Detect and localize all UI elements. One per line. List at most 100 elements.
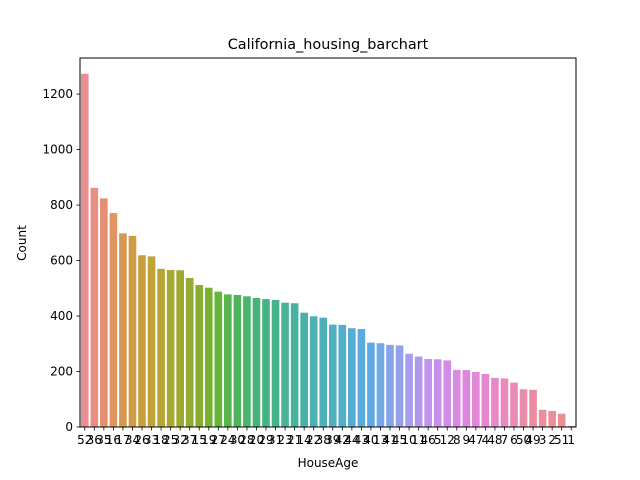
x-tick-label: 27 xyxy=(211,433,226,447)
bar-42 xyxy=(338,324,347,427)
x-tick-label: 7 xyxy=(501,433,509,447)
x-tick-label: 3 xyxy=(539,433,547,447)
x-tick-label: 11 xyxy=(411,433,426,447)
x-tick-label: 17 xyxy=(115,433,130,447)
x-tick-label: 32 xyxy=(173,433,188,447)
x-tick-label: 26 xyxy=(134,433,149,447)
x-tick-label: 40 xyxy=(363,433,378,447)
x-tick-label: 21 xyxy=(287,433,302,447)
bar-43 xyxy=(357,329,366,427)
bar-41 xyxy=(386,344,394,427)
bar-11 xyxy=(414,356,423,427)
bar-32 xyxy=(176,270,184,427)
bar-38 xyxy=(319,317,328,427)
y-tick-label: 0 xyxy=(65,420,73,434)
x-tick-label: 52 xyxy=(77,433,92,447)
bar-48 xyxy=(491,377,499,427)
bar-17 xyxy=(119,233,127,427)
bars-group xyxy=(80,73,576,427)
bar-35 xyxy=(100,198,108,427)
y-tick-label: 200 xyxy=(50,365,73,379)
bar-31 xyxy=(271,299,280,427)
x-tick-label: 8 xyxy=(453,433,461,447)
x-tick-label: 5 xyxy=(434,433,442,447)
x-tick-label: 48 xyxy=(487,433,502,447)
chart-title: California_housing_barchart xyxy=(228,37,429,53)
bar-7 xyxy=(500,378,509,427)
y-tick-label: 1000 xyxy=(42,143,73,157)
bar-26 xyxy=(138,255,146,427)
x-tick-label: 45 xyxy=(392,433,407,447)
x-tick-label: 28 xyxy=(239,433,254,447)
x-tick-label: 2 xyxy=(548,433,556,447)
x-tick-label: 19 xyxy=(201,433,216,447)
x-tick-label: 43 xyxy=(354,433,369,447)
x-axis: 5236351617342633182532371519272430282029… xyxy=(77,427,575,447)
bar-1 xyxy=(567,425,576,427)
bar-52 xyxy=(80,73,89,427)
bar-33 xyxy=(147,256,156,427)
y-tick-label: 600 xyxy=(50,254,73,268)
bar-28 xyxy=(243,296,251,427)
x-tick-label: 49 xyxy=(525,433,540,447)
x-tick-label: 22 xyxy=(306,433,321,447)
x-tick-label: 15 xyxy=(192,433,207,447)
x-tick-label: 41 xyxy=(382,433,397,447)
bar-49 xyxy=(529,389,537,427)
bar-47 xyxy=(472,372,480,427)
bar-13 xyxy=(376,343,385,427)
bar-46 xyxy=(424,359,432,427)
bar-10 xyxy=(405,353,413,427)
x-tick-label: 20 xyxy=(249,433,264,447)
x-axis-label: HouseAge xyxy=(298,456,359,470)
bar-27 xyxy=(214,291,223,427)
x-tick-label: 50 xyxy=(516,433,531,447)
x-tick-label: 36 xyxy=(87,433,102,447)
x-tick-label: 4 xyxy=(482,433,490,447)
bar-50 xyxy=(519,389,528,427)
x-tick-label: 6 xyxy=(510,433,518,447)
bar-40 xyxy=(367,342,375,427)
bar-36 xyxy=(90,187,99,427)
x-tick-label: 46 xyxy=(421,433,436,447)
bar-6 xyxy=(510,382,518,427)
bar-4 xyxy=(481,374,490,427)
bar-34 xyxy=(128,235,137,427)
x-tick-label: 14 xyxy=(297,433,312,447)
bar-2 xyxy=(548,410,556,427)
x-tick-label: 18 xyxy=(153,433,168,447)
x-tick-label: 35 xyxy=(96,433,111,447)
bar-29 xyxy=(262,299,270,427)
x-tick-label: 29 xyxy=(258,433,273,447)
x-tick-label: 9 xyxy=(462,433,470,447)
x-tick-label: 10 xyxy=(401,433,416,447)
bar-20 xyxy=(252,297,261,427)
bar-15 xyxy=(195,284,204,427)
bar-16 xyxy=(109,213,118,427)
bar-25 xyxy=(166,269,175,427)
x-tick-label: 39 xyxy=(325,433,340,447)
bar-23 xyxy=(281,302,289,427)
bar-19 xyxy=(204,287,213,427)
bar-12 xyxy=(443,360,452,427)
y-tick-label: 400 xyxy=(50,309,73,323)
x-tick-label: 38 xyxy=(316,433,331,447)
bar-39 xyxy=(328,324,337,427)
x-tick-label: 42 xyxy=(335,433,350,447)
x-tick-label: 23 xyxy=(277,433,292,447)
y-axis-label: Count xyxy=(15,225,29,261)
x-tick-label: 51 xyxy=(554,433,569,447)
y-axis: 0 200 400 600 800 1000 1200 xyxy=(42,87,80,434)
bar-45 xyxy=(395,345,404,427)
x-tick-label: 31 xyxy=(268,433,283,447)
bar-37 xyxy=(185,278,194,427)
x-tick-label: 44 xyxy=(344,433,359,447)
bar-22 xyxy=(309,316,318,427)
x-tick-label: 47 xyxy=(468,433,483,447)
bar-9 xyxy=(462,370,471,427)
bar-8 xyxy=(452,369,461,427)
x-tick-label: 37 xyxy=(182,433,197,447)
bar-21 xyxy=(290,303,299,427)
x-tick-label: 24 xyxy=(220,433,235,447)
x-tick-label: 25 xyxy=(163,433,178,447)
